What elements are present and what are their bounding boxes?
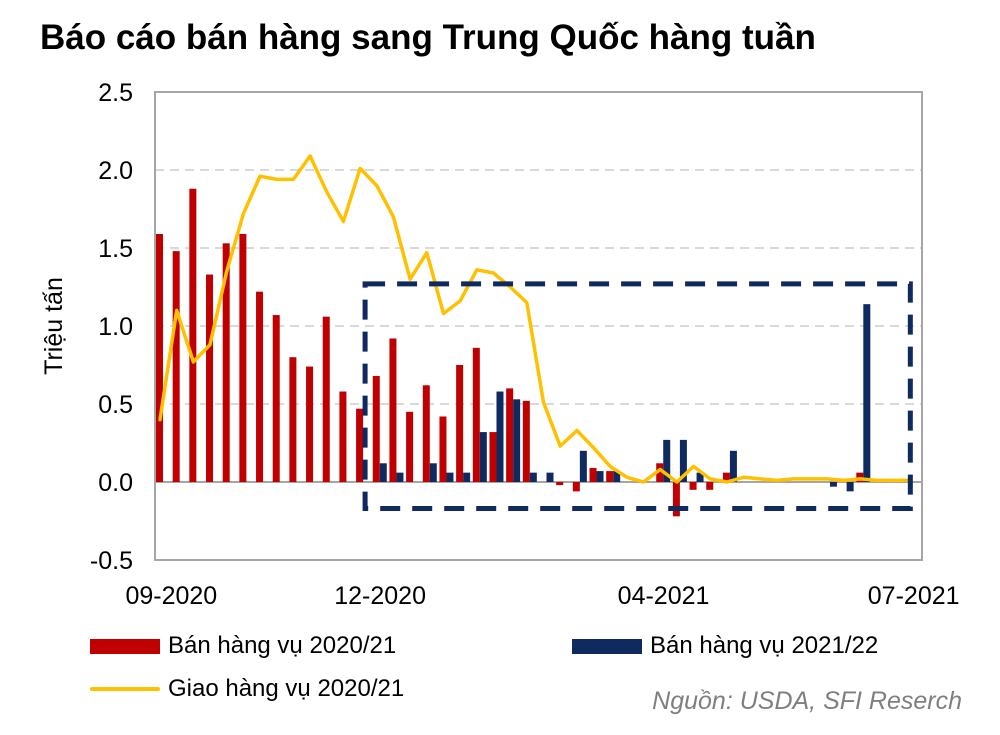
bars [156,188,871,517]
legend-label-sales-2021-22: Bán hàng vụ 2021/22 [650,632,879,659]
bar-sales-2021-22 [429,463,437,482]
source-note: Nguồn: USDA, SFI Reserch [652,687,962,715]
bar-sales-2020-21 [556,482,564,486]
y-tick-label: -0.5 [90,547,133,575]
bar-sales-2021-22 [379,463,387,482]
legend-item-sales-2020-21: Bán hàng vụ 2020/21 [90,632,396,660]
bar-sales-2020-21 [506,388,514,482]
bar-sales-2020-21 [322,316,330,482]
bar-sales-2020-21 [172,251,180,482]
shipment-line [158,154,913,484]
bar-sales-2021-22 [729,450,737,482]
bar-sales-2020-21 [456,365,464,482]
y-tick-label: 0.5 [98,391,133,419]
x-tick-label: 07-2021 [868,582,960,610]
bar-sales-2021-22 [696,472,704,482]
bar-sales-2021-22 [546,472,554,482]
bar-sales-2021-22 [496,391,504,482]
bar-sales-2020-21 [489,432,497,482]
bar-sales-2020-21 [189,188,197,482]
bar-sales-2021-22 [579,450,587,482]
bar-sales-2020-21 [422,385,430,482]
bar-sales-2020-21 [589,467,597,482]
gridlines [155,91,922,405]
legend-item-sales-2021-22: Bán hàng vụ 2021/22 [572,632,878,660]
x-tick-label: 12-2020 [334,582,426,610]
y-axis-title: Triệu tấn [40,277,68,375]
bar-sales-2020-21 [289,357,297,482]
legend-swatch-sales-2021-22 [572,638,642,654]
y-tick-label: 0.0 [98,469,133,497]
bar-sales-2020-21 [389,338,397,482]
bar-sales-2021-22 [529,472,537,482]
bar-sales-2020-21 [339,391,347,482]
bar-sales-2020-21 [306,366,314,482]
bar-sales-2021-22 [479,432,487,482]
bar-sales-2021-22 [596,471,604,482]
bar-sales-2020-21 [406,411,414,482]
bar-sales-2020-21 [206,274,214,482]
legend-swatch-shipments [90,687,160,691]
bar-sales-2021-22 [663,439,671,482]
bar-sales-2021-22 [829,482,837,487]
bar-sales-2020-21 [372,375,380,482]
bar-sales-2021-22 [613,471,621,482]
y-tick-label: 2.0 [98,157,133,185]
legend-label-sales-2020-21: Bán hàng vụ 2020/21 [168,632,397,659]
bar-sales-2020-21 [722,472,730,482]
axes [154,91,923,561]
plot-frame [154,91,923,561]
bar-sales-2020-21 [706,482,714,490]
bar-sales-2020-21 [439,416,447,482]
highlight-box [362,281,913,512]
bar-sales-2020-21 [572,482,580,492]
bar-sales-2020-21 [222,243,230,482]
bar-sales-2020-21 [256,291,264,482]
bar-sales-2020-21 [689,482,697,490]
bar-sales-2021-22 [396,472,404,482]
bar-sales-2021-22 [863,304,871,482]
bar-sales-2020-21 [672,482,680,517]
x-tick-label: 09-2020 [125,582,217,610]
bar-sales-2021-22 [446,472,454,482]
bar-sales-2021-22 [513,399,521,482]
x-tick-label: 04-2021 [618,582,710,610]
bar-sales-2020-21 [239,233,247,482]
bar-sales-2020-21 [606,471,614,482]
bar-sales-2021-22 [679,439,687,482]
y-tick-label: 1.0 [98,313,133,341]
bar-sales-2020-21 [522,400,530,482]
y-tick-label: 2.5 [98,79,133,107]
bar-sales-2020-21 [272,315,280,482]
bar-sales-2021-22 [846,482,854,492]
y-tick-label: 1.5 [98,235,133,263]
legend-swatch-sales-2020-21 [90,638,160,654]
legend-item-shipments: Giao hàng vụ 2020/21 [90,675,404,703]
shipment-series-line [158,154,913,484]
bar-sales-2020-21 [356,408,364,482]
axis-labels: 2.5 2.0 1.5 1.0 0.5 0.0 -0.5 09-2020 12-2020 04-2… [40,79,960,610]
chart-title: Báo cáo bán hàng sang Trung Quốc hàng tu… [40,18,816,57]
legend-label-shipments: Giao hàng vụ 2020/21 [168,675,405,702]
highlight-dashed-box [362,281,913,512]
bar-sales-2020-21 [156,233,164,482]
bar-sales-2020-21 [656,463,664,482]
bar-sales-2020-21 [472,347,480,482]
bar-sales-2021-22 [463,472,471,482]
